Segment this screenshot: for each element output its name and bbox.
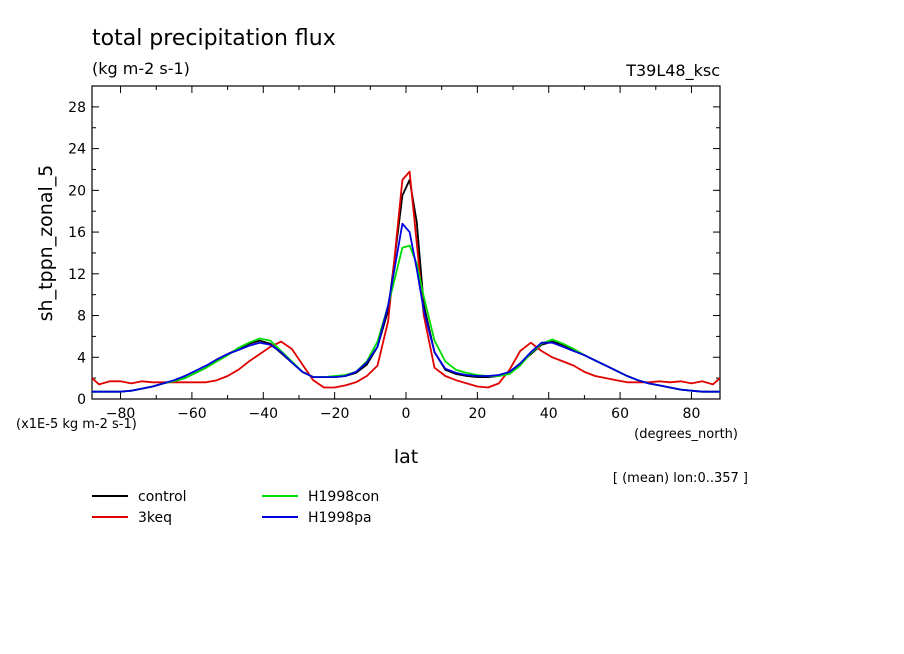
- series-line-control: [92, 178, 720, 393]
- x-tick-label: 60: [611, 406, 629, 422]
- y-tick-label: 24: [68, 142, 86, 158]
- legend-label-3keq: 3keq: [138, 510, 172, 526]
- x-tick-label: 20: [468, 406, 486, 422]
- y-tick-label: 12: [68, 267, 86, 283]
- y-tick-label: 8: [77, 309, 86, 325]
- x-tick-label: 0: [402, 406, 411, 422]
- legend-label-h1998pa: H1998pa: [308, 510, 372, 526]
- y-axis-ticks: 0 4 8 12 16 20 24 28: [68, 85, 720, 408]
- plot-frame: [91, 85, 721, 400]
- x-tick-label: −60: [177, 406, 207, 422]
- x-tick-label: −20: [320, 406, 350, 422]
- series-line-h1998pa: [92, 222, 720, 393]
- legend-label-h1998con: H1998con: [308, 489, 379, 505]
- series-line-3keq: [92, 170, 720, 389]
- chart-units: (kg m-2 s-1): [92, 59, 190, 78]
- y-axis-label: sh_tppn_zonal_5: [35, 165, 57, 322]
- y-tick-label: 4: [77, 350, 86, 366]
- y-scale-note: (x1E-5 kg m-2 s-1): [16, 417, 137, 432]
- run-label: T39L48_ksc: [625, 61, 720, 81]
- y-tick-label: 0: [77, 392, 86, 408]
- y-tick-label: 16: [68, 225, 86, 241]
- series-group: [92, 170, 720, 393]
- x-tick-label: 40: [540, 406, 558, 422]
- x-axis-units: (degrees_north): [634, 427, 738, 442]
- y-tick-label: 20: [68, 183, 86, 199]
- legend-label-control: control: [138, 489, 187, 505]
- x-axis-ticks: −80 −60 −40 −20 0 20 40 60 80: [106, 86, 701, 422]
- y-tick-label: 28: [68, 100, 86, 116]
- mean-note: [ (mean) lon:0..357 ]: [613, 471, 748, 486]
- x-tick-label: 80: [683, 406, 701, 422]
- x-tick-label: −40: [248, 406, 278, 422]
- x-tick-label: −80: [106, 406, 136, 422]
- legend: control 3keq H1998con H1998pa: [92, 489, 379, 526]
- x-axis-label: lat: [394, 446, 418, 468]
- chart-title: total precipitation flux: [92, 26, 336, 51]
- series-line-h1998con: [92, 244, 720, 393]
